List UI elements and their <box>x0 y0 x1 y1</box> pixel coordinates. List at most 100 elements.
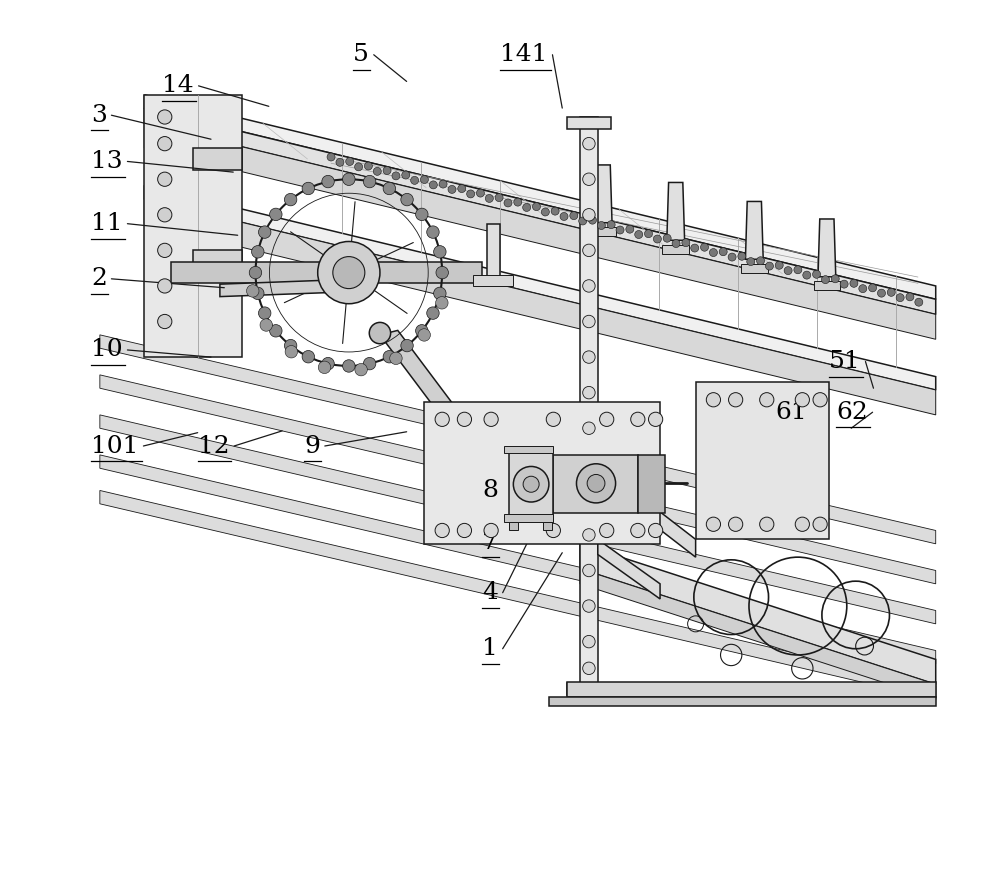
Polygon shape <box>509 522 518 531</box>
Circle shape <box>682 239 690 247</box>
Text: 11: 11 <box>91 212 122 235</box>
Polygon shape <box>100 415 936 624</box>
Text: 4: 4 <box>482 582 498 604</box>
Polygon shape <box>745 202 763 260</box>
Text: 51: 51 <box>829 350 861 373</box>
Polygon shape <box>504 515 553 522</box>
Text: 101: 101 <box>91 434 138 458</box>
Circle shape <box>158 244 172 258</box>
Circle shape <box>285 345 298 358</box>
Circle shape <box>729 517 743 532</box>
Circle shape <box>252 245 264 258</box>
Circle shape <box>302 182 315 194</box>
Circle shape <box>631 524 645 538</box>
Circle shape <box>765 262 773 270</box>
Text: 61: 61 <box>776 401 807 424</box>
Polygon shape <box>667 183 685 240</box>
Circle shape <box>877 289 885 297</box>
Circle shape <box>583 244 595 257</box>
Polygon shape <box>504 446 553 453</box>
Text: 9: 9 <box>304 434 320 458</box>
Circle shape <box>915 298 923 306</box>
Circle shape <box>383 182 396 194</box>
Polygon shape <box>580 569 936 699</box>
Circle shape <box>302 351 315 363</box>
Circle shape <box>560 212 568 220</box>
Polygon shape <box>741 264 768 273</box>
Polygon shape <box>144 123 936 339</box>
Polygon shape <box>567 683 611 695</box>
Polygon shape <box>473 276 513 286</box>
Circle shape <box>416 325 428 337</box>
Polygon shape <box>487 224 500 277</box>
Circle shape <box>729 392 743 407</box>
Polygon shape <box>598 540 660 599</box>
Circle shape <box>840 280 848 288</box>
Circle shape <box>583 422 595 434</box>
Circle shape <box>587 475 605 492</box>
Text: 2: 2 <box>91 268 107 290</box>
Circle shape <box>429 181 437 189</box>
Circle shape <box>363 176 376 188</box>
Circle shape <box>473 457 491 475</box>
Circle shape <box>583 209 595 221</box>
Circle shape <box>887 288 895 296</box>
Circle shape <box>719 248 727 256</box>
Circle shape <box>691 244 699 252</box>
Polygon shape <box>144 108 936 314</box>
Circle shape <box>794 266 802 274</box>
Polygon shape <box>100 375 936 584</box>
Circle shape <box>701 244 709 252</box>
Circle shape <box>738 252 746 260</box>
Polygon shape <box>567 681 936 697</box>
Circle shape <box>436 267 448 279</box>
Circle shape <box>383 167 391 175</box>
Circle shape <box>270 325 282 337</box>
Polygon shape <box>220 280 340 297</box>
Circle shape <box>355 363 367 376</box>
Circle shape <box>392 172 400 180</box>
Circle shape <box>600 412 614 426</box>
Circle shape <box>284 194 297 206</box>
Circle shape <box>504 199 512 207</box>
Polygon shape <box>193 148 242 170</box>
Circle shape <box>649 524 663 538</box>
Text: 3: 3 <box>91 103 107 127</box>
Text: 5: 5 <box>353 43 369 66</box>
Circle shape <box>631 412 645 426</box>
Circle shape <box>663 235 671 243</box>
Polygon shape <box>442 433 469 500</box>
Circle shape <box>541 208 549 216</box>
Circle shape <box>439 180 447 188</box>
Polygon shape <box>100 334 936 544</box>
Circle shape <box>896 293 904 301</box>
Circle shape <box>369 322 391 343</box>
Circle shape <box>383 351 396 363</box>
Polygon shape <box>144 186 936 390</box>
Circle shape <box>484 524 498 538</box>
Circle shape <box>513 467 549 502</box>
Circle shape <box>322 176 334 188</box>
Circle shape <box>476 189 484 197</box>
Circle shape <box>322 358 334 370</box>
Polygon shape <box>598 464 696 558</box>
Circle shape <box>523 476 539 492</box>
Circle shape <box>644 229 653 237</box>
Circle shape <box>258 307 271 319</box>
Circle shape <box>485 194 493 202</box>
Circle shape <box>775 261 783 269</box>
Circle shape <box>363 358 376 370</box>
Circle shape <box>551 207 559 215</box>
Circle shape <box>434 287 446 300</box>
Circle shape <box>336 159 344 166</box>
Circle shape <box>427 307 439 319</box>
Circle shape <box>600 524 614 538</box>
Circle shape <box>576 464 616 503</box>
Polygon shape <box>638 455 665 513</box>
Circle shape <box>583 386 595 399</box>
Circle shape <box>583 635 595 648</box>
Text: 14: 14 <box>162 74 194 97</box>
Polygon shape <box>580 544 936 684</box>
Circle shape <box>626 225 634 233</box>
Polygon shape <box>814 281 840 290</box>
